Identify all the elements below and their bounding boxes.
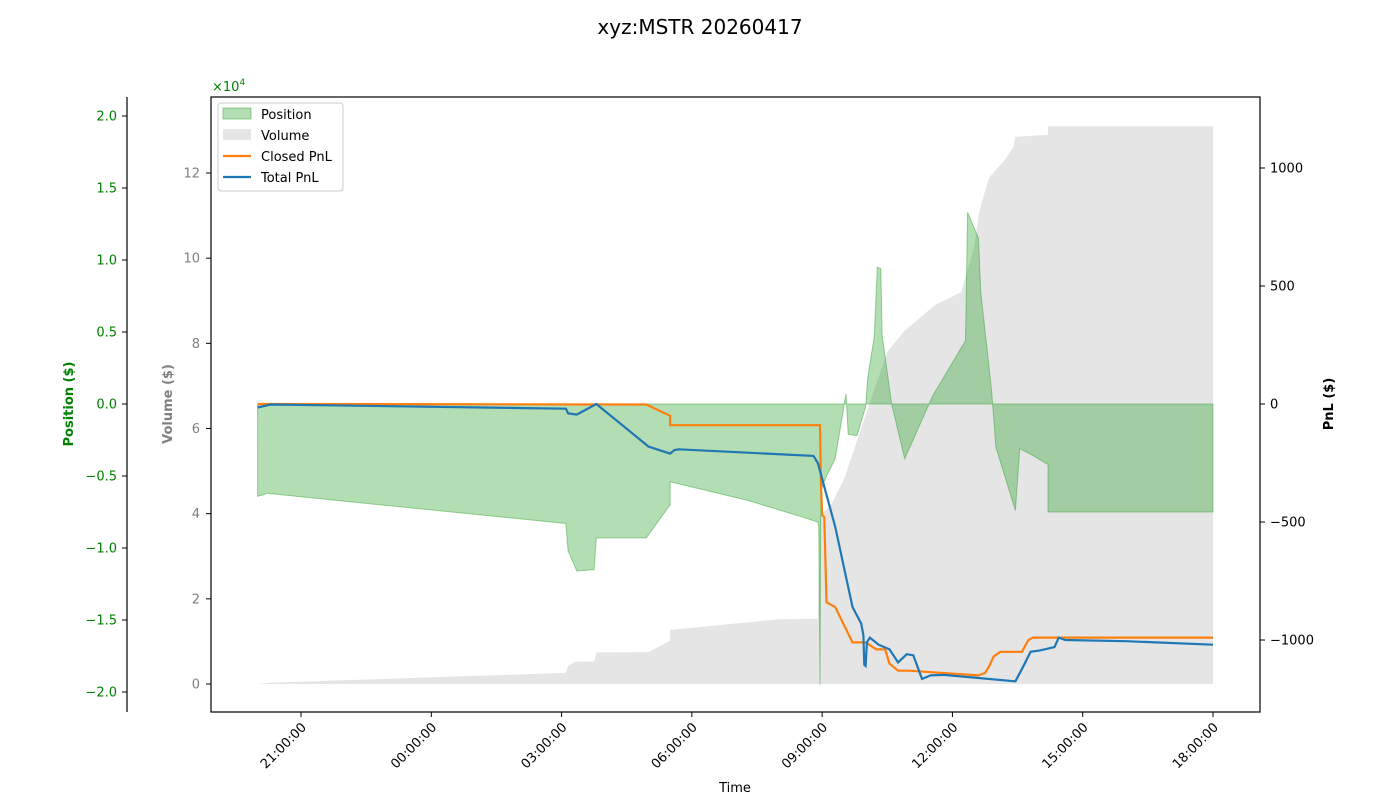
position-tick-label: 0.0 bbox=[96, 398, 117, 413]
pnl-axis: 1000 500 0 −500 −1000 bbox=[1260, 162, 1314, 649]
x-axis-label: Time bbox=[718, 781, 751, 796]
time-tick-label: 12:00:00 bbox=[909, 720, 961, 772]
position-tick-label: −1.5 bbox=[85, 614, 117, 629]
chart-title: xyz:MSTR 20260417 bbox=[597, 15, 802, 39]
pnl-tick-label: 0 bbox=[1270, 398, 1278, 413]
position-tick-label: 2.0 bbox=[96, 110, 117, 125]
volume-axis-label: Volume ($) bbox=[161, 364, 176, 444]
legend-item-total-pnl: Total PnL bbox=[223, 171, 319, 186]
volume-swatch-icon bbox=[223, 129, 251, 140]
volume-tick-label: 0 bbox=[192, 678, 200, 693]
time-tick-label: 09:00:00 bbox=[779, 720, 831, 772]
position-tick-label: −1.0 bbox=[85, 542, 117, 557]
legend-item-position: Position bbox=[222, 107, 312, 123]
position-swatch-icon bbox=[222, 107, 252, 120]
time-axis: 21:00:00 00:00:00 03:00:00 06:00:00 09:00:00… bbox=[258, 712, 1222, 772]
time-tick-label: 18:00:00 bbox=[1170, 720, 1222, 772]
time-tick-label: 00:00:00 bbox=[388, 720, 440, 772]
legend: Position Volume Closed PnL Total PnL bbox=[217, 102, 344, 192]
legend-box bbox=[217, 102, 344, 192]
volume-tick-label: 4 bbox=[192, 507, 200, 522]
volume-tick-label: 2 bbox=[192, 592, 200, 607]
volume-tick-label: 8 bbox=[192, 337, 200, 352]
pnl-tick-label: 1000 bbox=[1270, 162, 1303, 177]
time-tick-label: 15:00:00 bbox=[1040, 720, 1092, 772]
svg-text:Total PnL: Total PnL bbox=[260, 171, 319, 186]
position-tick-label: 1.0 bbox=[96, 254, 117, 269]
volume-tick-label: 10 bbox=[183, 252, 200, 267]
total-pnl-line bbox=[257, 402, 1214, 683]
legend-item-closed-pnl: Closed PnL bbox=[223, 150, 333, 165]
pnl-tick-label: −1000 bbox=[1270, 634, 1314, 649]
volume-tick-label: 12 bbox=[183, 167, 200, 182]
position-tick-label: 0.5 bbox=[96, 326, 117, 341]
svg-text:Volume: Volume bbox=[261, 129, 309, 144]
position-area bbox=[257, 212, 1214, 685]
volume-tick-label: 6 bbox=[192, 422, 200, 437]
volume-area bbox=[257, 126, 1214, 684]
pnl-axis-label: PnL ($) bbox=[1322, 378, 1337, 431]
position-axis: 2.0 1.5 1.0 0.5 0.0 −0.5 −1.0 −1.5 −2.0 bbox=[85, 110, 127, 701]
volume-axis: 12 10 8 6 4 2 0 bbox=[183, 167, 211, 693]
time-tick-label: 03:00:00 bbox=[519, 720, 571, 772]
time-tick-label: 06:00:00 bbox=[649, 720, 701, 772]
legend-item-volume: Volume bbox=[223, 129, 309, 144]
svg-text:Position: Position bbox=[261, 108, 312, 123]
plot-area bbox=[210, 96, 1261, 713]
svg-text:Closed PnL: Closed PnL bbox=[261, 150, 333, 165]
time-tick-label: 21:00:00 bbox=[258, 720, 310, 772]
pnl-tick-label: 500 bbox=[1270, 280, 1295, 295]
position-tick-label: 1.5 bbox=[96, 182, 117, 197]
position-tick-label: −2.0 bbox=[85, 686, 117, 701]
position-multiplier: ×104 bbox=[212, 78, 245, 95]
pnl-tick-label: −500 bbox=[1270, 516, 1306, 531]
position-axis-label: Position ($) bbox=[62, 362, 77, 447]
position-tick-label: −0.5 bbox=[85, 470, 117, 485]
closed-pnl-line bbox=[257, 402, 1213, 677]
